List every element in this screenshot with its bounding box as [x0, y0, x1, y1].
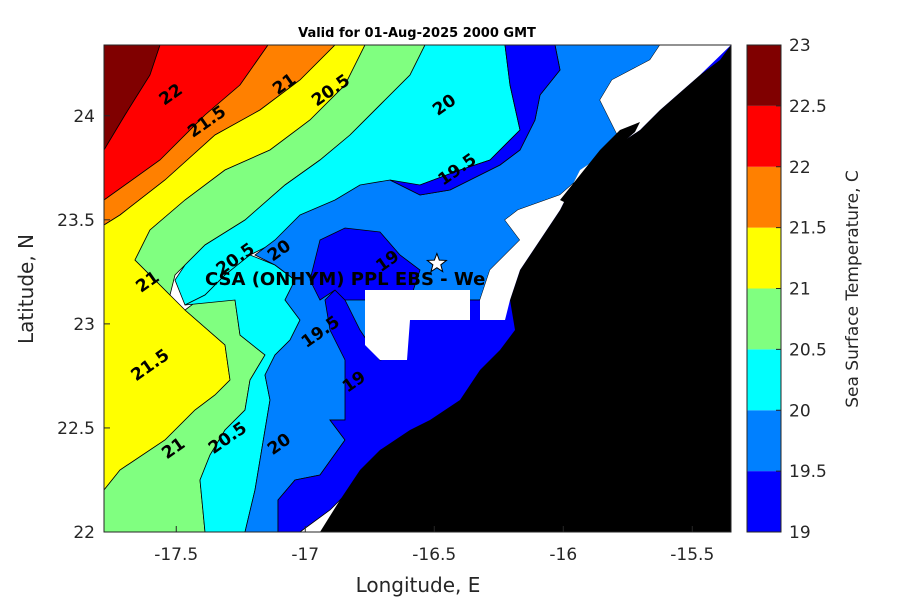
- colorbar-swatch: [747, 471, 781, 532]
- x-axis-label: Longitude, E: [356, 573, 481, 597]
- colorbar-tick-label: 20.5: [789, 340, 827, 360]
- colorbar-swatch: [747, 288, 781, 350]
- land-mask: [320, 45, 731, 532]
- x-tick-label: -17: [291, 545, 319, 565]
- y-axis-label: Latitude, N: [14, 234, 38, 344]
- colorbar-tick-label: 22.5: [789, 97, 827, 117]
- y-tick-label: 22: [73, 523, 95, 543]
- plot-frame: [103, 44, 732, 533]
- colorbar-tick-label: 19.5: [789, 462, 827, 482]
- colorbar-swatch: [747, 349, 781, 411]
- colorbar-swatch: [747, 227, 781, 289]
- colorbar-tick-label: 19: [789, 523, 811, 543]
- colorbar-swatch: [747, 105, 781, 167]
- coast-white-strip: [480, 45, 731, 320]
- peninsula-land: [560, 122, 640, 205]
- site-marker: CSA (ONHYM) PPL EBS - We: [205, 252, 485, 290]
- data-gap-white: [365, 290, 470, 360]
- colorbar-tick-label: 22: [789, 158, 811, 178]
- sst-core-19: [389, 45, 561, 196]
- plot-area: [104, 45, 731, 532]
- colorbar-tick-label: 23: [789, 36, 811, 56]
- y-axis-ticks: 22 22.5 23 23.5 24: [57, 107, 110, 543]
- x-tick-label: -17.5: [154, 545, 198, 565]
- x-tick-label: -16.5: [412, 545, 456, 565]
- y-tick-label: 22.5: [57, 419, 95, 439]
- x-tick-label: -16: [549, 545, 577, 565]
- x-axis-ticks: -17.5 -17 -16.5 -16 -15.5: [154, 526, 714, 565]
- chart-title: Valid for 01-Aug-2025 2000 GMT: [298, 26, 536, 41]
- site-label: CSA (ONHYM) PPL EBS - We: [205, 269, 485, 290]
- y-tick-label: 23.5: [57, 211, 95, 231]
- colorbar: 19 19.5 20 20.5 21 21.5 22 22.5 23: [746, 36, 827, 543]
- y-tick-label: 23: [73, 315, 95, 335]
- colorbar-swatch: [747, 45, 781, 106]
- colorbar-swatch: [747, 166, 781, 228]
- colorbar-label: Sea Surface Temperature, C: [843, 170, 863, 408]
- colorbar-swatch: [747, 410, 781, 472]
- star-icon: [425, 252, 448, 273]
- colorbar-tick-label: 20: [789, 401, 811, 421]
- colorbar-tick-label: 21: [789, 280, 811, 300]
- y-tick-label: 24: [73, 107, 95, 127]
- colorbar-tick-label: 21.5: [789, 219, 827, 239]
- x-tick-label: -15.5: [670, 545, 714, 565]
